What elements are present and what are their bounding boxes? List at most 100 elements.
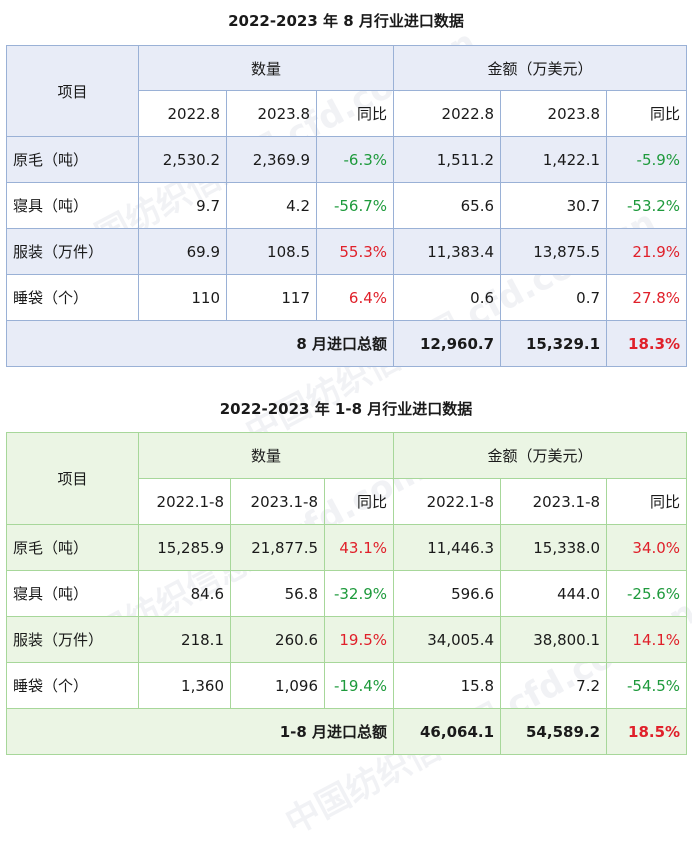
amount-header: 金额（万美元） <box>393 45 688 91</box>
amt-yoy: -54.5% <box>606 662 688 709</box>
amt-yoy: 34.0% <box>606 524 688 571</box>
item-name: 原毛（吨） <box>6 524 139 571</box>
table2-title: 2022-2023 年 1-8 月行业进口数据 <box>219 400 473 418</box>
amt-2023: 38,800.1 <box>500 616 608 663</box>
col-header: 同比 <box>606 478 688 525</box>
item-name: 服装（万件） <box>6 616 139 663</box>
col-header: 2022.1-8 <box>138 478 231 525</box>
total-row: 1-8 月进口总额 46,064.1 54,589.2 18.5% <box>5 708 688 755</box>
col-header: 同比 <box>315 90 395 137</box>
col-header: 2023.8 <box>226 90 317 137</box>
total-amt-yoy: 18.3% <box>606 320 688 367</box>
amt-2022: 1,511.2 <box>393 136 502 183</box>
table-row: 服装（万件） 69.9 108.5 55.3% 11,383.4 13,875.… <box>6 228 688 275</box>
item-name: 睡袋（个） <box>6 662 139 709</box>
qty-yoy: -19.4% <box>323 662 395 709</box>
col-header: 2022.8 <box>138 90 227 137</box>
quantity-header: 数量 <box>137 432 395 479</box>
qty-2022: 1,360 <box>138 662 231 709</box>
amt-2022: 34,005.4 <box>393 616 502 663</box>
qty-2022: 110 <box>138 274 227 321</box>
total-amt-2022: 46,064.1 <box>393 708 502 755</box>
table1-title: 2022-2023 年 8 月行业进口数据 <box>228 12 464 30</box>
total-amt-2023: 54,589.2 <box>500 708 608 755</box>
qty-2022: 9.7 <box>138 182 227 229</box>
table-row: 原毛（吨） 15,285.9 21,877.5 43.1% 11,446.3 1… <box>6 524 688 571</box>
total-label: 1-8 月进口总额 <box>5 708 395 755</box>
qty-yoy: -32.9% <box>323 570 395 617</box>
table-row: 原毛（吨） 2,530.2 2,369.9 -6.3% 1,511.2 1,42… <box>6 136 688 183</box>
item-header: 项目 <box>6 432 139 525</box>
amt-yoy: 14.1% <box>606 616 688 663</box>
qty-2023: 56.8 <box>230 570 325 617</box>
qty-yoy: -6.3% <box>315 136 395 183</box>
qty-yoy: 55.3% <box>315 228 395 275</box>
col-header: 同比 <box>606 90 688 137</box>
qty-2023: 108.5 <box>226 228 317 275</box>
qty-2022: 2,530.2 <box>138 136 227 183</box>
table-row: 睡袋（个） 110 117 6.4% 0.6 0.7 27.8% <box>6 274 688 321</box>
total-amt-yoy: 18.5% <box>606 708 688 755</box>
col-header: 同比 <box>323 478 395 525</box>
amt-2022: 11,383.4 <box>393 228 502 275</box>
qty-2023: 260.6 <box>230 616 325 663</box>
amt-yoy: -5.9% <box>606 136 688 183</box>
col-header: 2023.1-8 <box>500 478 608 525</box>
qty-2022: 15,285.9 <box>138 524 231 571</box>
amt-2022: 596.6 <box>393 570 502 617</box>
qty-yoy: 6.4% <box>315 274 395 321</box>
amt-2023: 0.7 <box>500 274 608 321</box>
qty-yoy: 19.5% <box>323 616 395 663</box>
table-row: 寝具（吨） 84.6 56.8 -32.9% 596.6 444.0 -25.6… <box>6 570 688 617</box>
amt-2023: 15,338.0 <box>500 524 608 571</box>
qty-2022: 69.9 <box>138 228 227 275</box>
amt-2023: 13,875.5 <box>500 228 608 275</box>
qty-2023: 21,877.5 <box>230 524 325 571</box>
amt-yoy: -53.2% <box>606 182 688 229</box>
col-header: 2022.8 <box>393 90 502 137</box>
col-header: 2023.8 <box>500 90 608 137</box>
table-row: 睡袋（个） 1,360 1,096 -19.4% 15.8 7.2 -54.5% <box>6 662 688 709</box>
amt-2022: 0.6 <box>393 274 502 321</box>
amt-2022: 65.6 <box>393 182 502 229</box>
qty-2023: 117 <box>226 274 317 321</box>
col-header: 2023.1-8 <box>230 478 325 525</box>
table-row: 服装（万件） 218.1 260.6 19.5% 34,005.4 38,800… <box>6 616 688 663</box>
item-header: 项目 <box>6 45 139 137</box>
item-name: 睡袋（个） <box>6 274 139 321</box>
item-name: 寝具（吨） <box>6 182 139 229</box>
col-header: 2022.1-8 <box>393 478 502 525</box>
amt-2023: 1,422.1 <box>500 136 608 183</box>
quantity-header: 数量 <box>137 45 395 91</box>
qty-2023: 1,096 <box>230 662 325 709</box>
amt-yoy: 27.8% <box>606 274 688 321</box>
qty-2023: 4.2 <box>226 182 317 229</box>
amount-header: 金额（万美元） <box>393 432 688 479</box>
item-name: 寝具（吨） <box>6 570 139 617</box>
amt-2023: 30.7 <box>500 182 608 229</box>
table-header-row: 项目 数量 金额（万美元） <box>6 432 688 525</box>
table-header-row: 项目 数量 金额（万美元） <box>6 45 688 137</box>
qty-yoy: 43.1% <box>323 524 395 571</box>
total-label: 8 月进口总额 <box>5 320 395 367</box>
total-amt-2023: 15,329.1 <box>500 320 608 367</box>
item-name: 原毛（吨） <box>6 136 139 183</box>
qty-yoy: -56.7% <box>315 182 395 229</box>
item-name: 服装（万件） <box>6 228 139 275</box>
table-subheader-row: 2022.8 2023.8 同比 2022.8 2023.8 同比 <box>7 90 688 137</box>
cumulative-import-table: 项目 数量 金额（万美元） 2022.1-8 2023.1-8 同比 2022.… <box>5 432 688 755</box>
amt-yoy: -25.6% <box>606 570 688 617</box>
amt-2022: 11,446.3 <box>393 524 502 571</box>
amt-2023: 444.0 <box>500 570 608 617</box>
amt-yoy: 21.9% <box>606 228 688 275</box>
qty-2022: 84.6 <box>138 570 231 617</box>
table-row: 寝具（吨） 9.7 4.2 -56.7% 65.6 30.7 -53.2% <box>6 182 688 229</box>
qty-2022: 218.1 <box>138 616 231 663</box>
table-subheader-row: 2022.1-8 2023.1-8 同比 2022.1-8 2023.1-8 同… <box>7 478 688 525</box>
amt-2022: 15.8 <box>393 662 502 709</box>
amt-2023: 7.2 <box>500 662 608 709</box>
total-amt-2022: 12,960.7 <box>393 320 502 367</box>
qty-2023: 2,369.9 <box>226 136 317 183</box>
total-row: 8 月进口总额 12,960.7 15,329.1 18.3% <box>5 320 688 367</box>
monthly-import-table: 项目 数量 金额（万美元） 2022.8 2023.8 同比 2022.8 20… <box>5 45 688 367</box>
